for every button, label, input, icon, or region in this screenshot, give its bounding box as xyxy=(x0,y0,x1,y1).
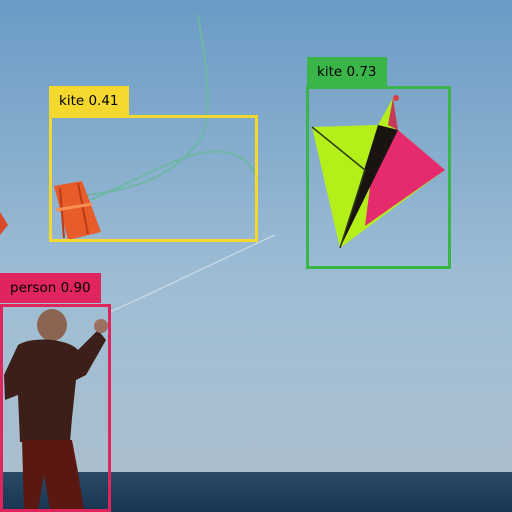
person-detection-box xyxy=(0,304,111,512)
kite-tail-2 xyxy=(89,150,261,201)
kite-tail xyxy=(84,14,209,196)
person-detection-label: person 0.90 xyxy=(0,273,101,303)
kite-detection-label-1: kite 0.41 xyxy=(49,86,129,116)
green-pink-kite xyxy=(311,95,445,249)
kite-detection-box-1 xyxy=(49,115,258,242)
person-flying-kite xyxy=(4,309,108,510)
kite-string xyxy=(109,234,276,313)
sea xyxy=(0,472,512,512)
kite-detection-box-2 xyxy=(306,86,451,269)
kite-detection-label-2: kite 0.73 xyxy=(307,57,387,87)
partial-kite xyxy=(0,212,8,235)
orange-kite xyxy=(54,181,101,240)
